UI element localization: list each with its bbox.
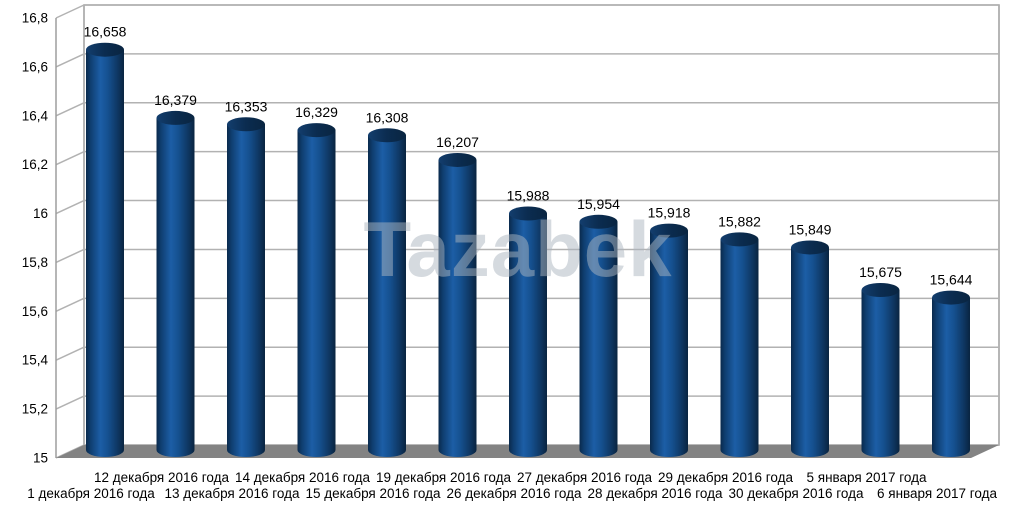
y-tick-label: 15,8 <box>22 255 48 270</box>
bar-value-label: 16,353 <box>225 98 268 114</box>
bar-cylinder-0 <box>86 42 124 457</box>
bar-cylinder-6 <box>509 206 547 457</box>
x-category-label: 12 декабря 2016 года <box>94 470 230 485</box>
y-tick-label: 16,2 <box>22 157 48 172</box>
x-category-label: 19 декабря 2016 года <box>376 470 512 485</box>
y-tick-label: 16 <box>33 206 48 221</box>
bar-cylinder-11 <box>861 283 900 458</box>
bar-value-label: 16,379 <box>154 92 197 108</box>
bar-value-label: 15,644 <box>930 272 973 288</box>
x-category-label: 30 декабря 2016 года <box>728 486 864 501</box>
y-tick-label: 15 <box>33 451 48 466</box>
bar-value-label: 15,954 <box>577 196 620 212</box>
y-tick-label: 16,4 <box>22 108 49 123</box>
bar-value-label: 16,658 <box>84 24 127 40</box>
y-tick-label: 15,4 <box>22 353 49 368</box>
x-category-label: 6 января 2017 года <box>877 486 997 501</box>
bar-value-label: 16,308 <box>366 109 409 125</box>
bar-cylinder-5 <box>438 152 477 458</box>
bars-group: 16,658 16,379 16,353 16,329 16,308 16,207 15,9… <box>84 24 973 458</box>
bar-value-label: 15,675 <box>859 264 902 280</box>
bar-cylinder-8 <box>650 223 688 457</box>
bar-cylinder-1 <box>156 110 195 458</box>
bar-value-label: 15,849 <box>789 221 832 237</box>
x-category-label: 14 декабря 2016 года <box>235 470 371 485</box>
bar-cylinder-12 <box>932 290 970 457</box>
bar-value-label: 16,207 <box>436 134 479 150</box>
y-tick-label: 15,2 <box>22 402 48 417</box>
bar-value-label: 15,882 <box>718 213 761 229</box>
x-category-label: 27 декабря 2016 года <box>517 470 653 485</box>
y-axis-labels: 16,8 16,6 16,4 16,2 16 15,8 15,6 15,4 15,2 15 <box>22 11 49 466</box>
x-category-label: 29 декабря 2016 года <box>658 470 794 485</box>
x-category-label: 1 декабря 2016 года <box>27 486 155 501</box>
x-category-label: 15 декабря 2016 года <box>305 486 441 501</box>
x-category-label: 5 января 2017 года <box>807 470 927 485</box>
bar-cylinder-3 <box>297 123 336 457</box>
bar-value-label: 16,329 <box>295 104 338 120</box>
y-tick-label: 15,6 <box>22 304 48 319</box>
bar-cylinder-7 <box>579 214 618 458</box>
x-category-label: 26 декабря 2016 года <box>446 486 582 501</box>
bar-cylinder-4 <box>368 128 406 457</box>
bar-cylinder-2 <box>227 117 265 458</box>
x-category-label: 28 декабря 2016 года <box>587 486 723 501</box>
bar-value-label: 15,988 <box>507 187 550 203</box>
y-tick-label: 16,8 <box>22 11 48 26</box>
bar-value-label: 15,918 <box>648 205 691 221</box>
y-tick-label: 16,6 <box>22 59 48 74</box>
bar-cylinder-9 <box>720 232 759 458</box>
x-category-label: 13 декабря 2016 года <box>164 486 300 501</box>
bar-cylinder-10 <box>791 240 829 457</box>
